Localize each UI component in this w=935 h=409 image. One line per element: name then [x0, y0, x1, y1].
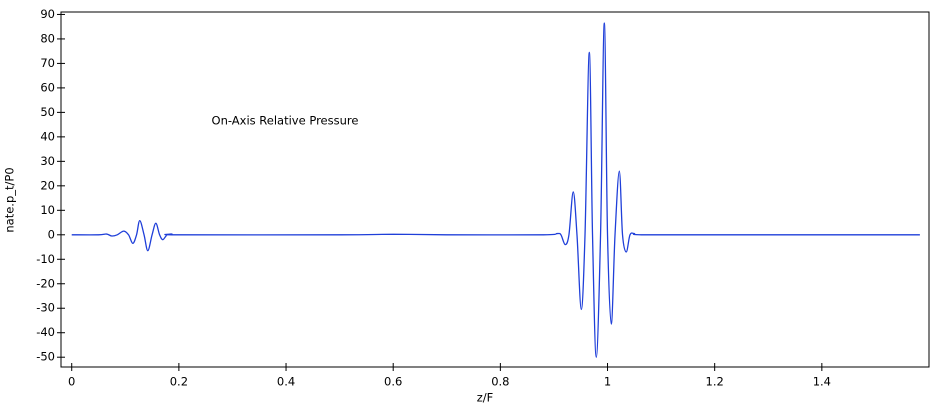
- x-tick-label: 0.6: [384, 375, 402, 389]
- plot-frame: [60, 11, 930, 368]
- y-tick-label: -10: [36, 252, 55, 266]
- x-tick-label: 0.4: [277, 375, 295, 389]
- y-tick-label: 30: [40, 154, 55, 168]
- data-line: [71, 22, 920, 358]
- y-tick-label: 20: [40, 178, 55, 192]
- y-tick-label: -20: [36, 276, 55, 290]
- y-tick-label: 40: [40, 129, 55, 143]
- y-tick-label: 60: [40, 80, 55, 94]
- annotation: On-Axis Relative Pressure: [212, 114, 359, 128]
- x-axis-label: z/F: [477, 391, 494, 405]
- y-axis-label: nate.p_t/P0: [3, 167, 17, 232]
- x-tick-label: 0: [68, 375, 75, 389]
- y-tick-label: 70: [40, 56, 55, 70]
- y-tick-label: -40: [36, 325, 55, 339]
- y-tick-label: 80: [40, 31, 55, 45]
- y-tick-label: -30: [36, 301, 55, 315]
- y-tick-label: -50: [36, 350, 55, 364]
- y-tick-label: 90: [40, 7, 55, 21]
- y-tick-label: 10: [40, 203, 55, 217]
- x-tick-label: 1.4: [813, 375, 831, 389]
- x-tick-label: 0.2: [170, 375, 188, 389]
- x-tick-label: 1.2: [706, 375, 724, 389]
- x-tick-label: 0.8: [491, 375, 509, 389]
- y-tick-label: 50: [40, 105, 55, 119]
- y-tick-label: 0: [48, 227, 55, 241]
- x-tick-label: 1: [604, 375, 611, 389]
